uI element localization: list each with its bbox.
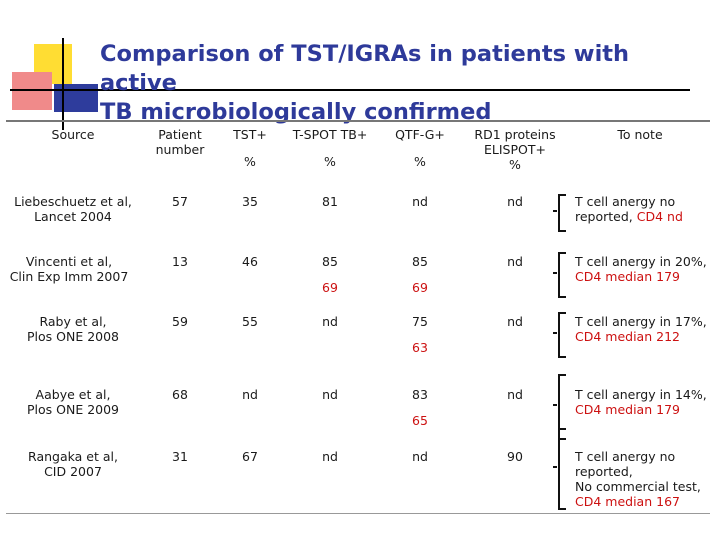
row3-source: Raby et al, Plos ONE 2008 <box>8 314 138 344</box>
row5-note: T cell anergy no reported, No commercial… <box>575 449 701 509</box>
row2-rd1: nd <box>507 254 523 269</box>
decor-blue-square <box>54 84 98 112</box>
header-tst: TST+ <box>233 127 267 142</box>
row4-qtf: 83 <box>412 387 428 402</box>
row3-note-bracket <box>558 312 566 358</box>
row5-note-line1: T cell anergy no <box>575 449 676 464</box>
row2-source-line2: Clin Exp Imm 2007 <box>9 269 129 284</box>
header-note: To note <box>617 127 663 142</box>
header-rd1-line2: ELISPOT+ <box>484 142 546 157</box>
row2-note-line2: CD4 median 179 <box>575 269 680 284</box>
table-bottom-rule <box>6 513 710 514</box>
row3-note-bracket-tick <box>553 332 557 334</box>
row4-note: T cell anergy in 14%, CD4 median 179 <box>575 387 707 417</box>
row5-source-line2: CID 2007 <box>44 464 102 479</box>
row5-qtf: nd <box>412 449 428 464</box>
row1-note: T cell anergy no reported, CD4 nd <box>575 194 683 224</box>
row2-note-line1: T cell anergy in 20%, <box>575 254 707 269</box>
row1-tspot: 81 <box>322 194 338 209</box>
header-patient-line1: Patient <box>158 127 202 142</box>
row5-note-line2: reported, <box>575 464 633 479</box>
row5-tst: 67 <box>242 449 258 464</box>
row4-source: Aabye et al, Plos ONE 2009 <box>8 387 138 417</box>
row1-note-bracket <box>558 194 566 232</box>
row2-tst: 46 <box>242 254 258 269</box>
row1-note-line2b: CD4 nd <box>636 209 683 224</box>
row3-source-line2: Plos ONE 2008 <box>26 329 120 344</box>
row5-source-line1: Rangaka et al, <box>28 449 118 464</box>
row5-note-bracket-tick <box>553 466 557 468</box>
decor-red-square <box>12 72 52 110</box>
row2-qtf: 85 <box>412 254 428 269</box>
row2-note-bracket-tick <box>553 272 557 274</box>
row1-rd1: nd <box>507 194 523 209</box>
header-source: Source <box>51 127 95 142</box>
row4-source-line1: Aabye et al, <box>35 387 111 402</box>
row4-note-bracket-tick <box>553 404 557 406</box>
row1-source: Liebeschuetz et al, Lancet 2004 <box>8 194 138 224</box>
header-rd1-line1: RD1 proteins <box>474 127 556 142</box>
row2-tspot: 85 <box>322 254 338 269</box>
row1-qtf: nd <box>412 194 428 209</box>
header-patient-number: Patient number <box>140 127 220 157</box>
row3-rd1: nd <box>507 314 523 329</box>
title-line-1: Comparison of TST/IGRAs in patients with… <box>100 41 630 96</box>
row4-tst: nd <box>242 387 258 402</box>
row4-tspot: nd <box>322 387 338 402</box>
row2-source: Vincenti et al, Clin Exp Imm 2007 <box>4 254 134 284</box>
header-rd1-line3: % <box>509 157 521 172</box>
row1-source-line2: Lancet 2004 <box>34 209 112 224</box>
row5-tspot: nd <box>322 449 338 464</box>
row1-patient-number: 57 <box>172 194 188 209</box>
row1-note-bracket-tick <box>553 210 557 212</box>
row5-note-line4: CD4 median 167 <box>575 494 680 509</box>
decor-horizontal-line <box>10 89 690 91</box>
row5-patient-number: 31 <box>172 449 188 464</box>
row2-qtf-secondary: 69 <box>412 280 428 295</box>
row5-note-bracket <box>558 428 566 510</box>
row1-source-line1: Liebeschuetz et al, <box>14 194 132 209</box>
row3-note-line2: CD4 median 212 <box>575 329 680 344</box>
row5-note-line3: No commercial test, <box>575 479 701 494</box>
row4-note-bracket <box>558 374 566 440</box>
header-patient-line2: number <box>155 142 205 157</box>
row3-tst: 55 <box>242 314 258 329</box>
row2-note: T cell anergy in 20%, CD4 median 179 <box>575 254 707 284</box>
row3-patient-number: 59 <box>172 314 188 329</box>
row4-rd1: nd <box>507 387 523 402</box>
row1-note-line1: T cell anergy no <box>575 194 676 209</box>
decor-vertical-line <box>62 38 64 130</box>
row2-source-line1: Vincenti et al, <box>25 254 113 269</box>
row4-note-line1: T cell anergy in 14%, <box>575 387 707 402</box>
row4-patient-number: 68 <box>172 387 188 402</box>
table-top-rule <box>6 120 710 122</box>
row1-note-line2a: reported, <box>575 209 637 224</box>
slide-title: Comparison of TST/IGRAs in patients with… <box>100 40 700 127</box>
row5-source: Rangaka et al, CID 2007 <box>8 449 138 479</box>
row4-qtf-secondary: 65 <box>412 413 428 428</box>
header-tspot-pct: % <box>324 154 336 169</box>
row2-tspot-secondary: 69 <box>322 280 338 295</box>
row3-qtf: 75 <box>412 314 428 329</box>
row2-note-bracket <box>558 252 566 298</box>
header-qtf: QTF-G+ <box>395 127 445 142</box>
row3-note-line1: T cell anergy in 17%, <box>575 314 707 329</box>
row3-source-line1: Raby et al, <box>39 314 107 329</box>
header-qtf-pct: % <box>414 154 426 169</box>
header-tspot: T-SPOT TB+ <box>292 127 368 142</box>
row1-tst: 35 <box>242 194 258 209</box>
header-tst-pct: % <box>244 154 256 169</box>
header-rd1: RD1 proteins ELISPOT+ % <box>460 127 570 172</box>
row2-patient-number: 13 <box>172 254 188 269</box>
row3-qtf-secondary: 63 <box>412 340 428 355</box>
row3-note: T cell anergy in 17%, CD4 median 212 <box>575 314 707 344</box>
row5-rd1: 90 <box>507 449 523 464</box>
row4-note-line2: CD4 median 179 <box>575 402 680 417</box>
row4-source-line2: Plos ONE 2009 <box>26 402 120 417</box>
row3-tspot: nd <box>322 314 338 329</box>
